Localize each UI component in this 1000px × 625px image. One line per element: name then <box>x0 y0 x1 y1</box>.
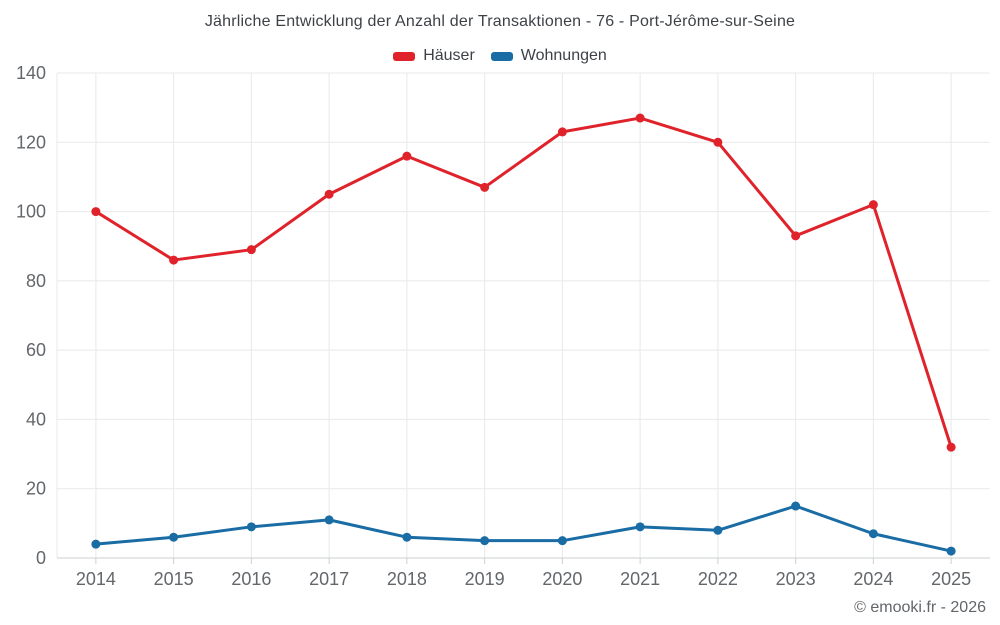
data-point-häuser-2023[interactable] <box>791 231 801 241</box>
data-point-wohnungen-2015[interactable] <box>169 532 179 542</box>
data-point-wohnungen-2024[interactable] <box>868 529 878 539</box>
data-point-häuser-2024[interactable] <box>868 200 878 210</box>
x-axis-tick-label: 2018 <box>387 569 427 589</box>
x-axis-tick-label: 2017 <box>309 569 349 589</box>
data-point-wohnungen-2014[interactable] <box>91 539 101 549</box>
data-point-häuser-2015[interactable] <box>169 255 179 265</box>
y-axis-tick-label: 40 <box>26 409 46 429</box>
x-axis-tick-label: 2024 <box>853 569 893 589</box>
y-axis-tick-label: 20 <box>26 479 46 499</box>
data-point-wohnungen-2021[interactable] <box>635 522 645 532</box>
data-point-häuser-2020[interactable] <box>557 127 567 137</box>
legend-swatch-haeuser <box>393 51 416 61</box>
series-line-häuser <box>94 116 953 449</box>
data-point-häuser-2014[interactable] <box>91 207 101 217</box>
legend-swatch-wohnungen <box>490 51 513 61</box>
y-axis-tick-label: 0 <box>36 548 46 568</box>
x-axis-tick-label: 2021 <box>620 569 660 589</box>
chart-title: Jährliche Entwicklung der Anzahl der Tra… <box>204 13 796 30</box>
y-axis-tick-label: 60 <box>26 340 46 360</box>
x-axis-tick-label: 2023 <box>776 569 816 589</box>
y-axis-tick-label: 120 <box>16 132 46 152</box>
y-axis-tick-label: 140 <box>16 63 46 83</box>
data-point-wohnungen-2022[interactable] <box>713 525 723 535</box>
data-point-wohnungen-2019[interactable] <box>480 536 490 546</box>
chart-legend: Häuser Wohnungen <box>0 47 1000 65</box>
legend-label-haeuser: Häuser <box>423 47 475 64</box>
legend-item-haeuser[interactable]: Häuser <box>393 47 475 65</box>
series-line-wohnungen <box>94 504 953 553</box>
x-axis-tick-label: 2016 <box>231 569 271 589</box>
data-point-wohnungen-2016[interactable] <box>246 522 256 532</box>
data-point-wohnungen-2023[interactable] <box>791 501 801 511</box>
x-axis-tick-label: 2014 <box>76 569 116 589</box>
y-axis-tick-label: 100 <box>16 202 46 222</box>
data-point-häuser-2019[interactable] <box>480 182 490 192</box>
x-axis-tick-label: 2022 <box>698 569 738 589</box>
data-point-häuser-2021[interactable] <box>635 113 645 123</box>
data-point-wohnungen-2025[interactable] <box>946 546 956 556</box>
data-point-wohnungen-2018[interactable] <box>402 532 412 542</box>
legend-item-wohnungen[interactable]: Wohnungen <box>490 47 607 65</box>
legend-label-wohnungen: Wohnungen <box>520 47 607 64</box>
x-axis-tick-label: 2019 <box>465 569 505 589</box>
data-point-wohnungen-2017[interactable] <box>324 515 334 525</box>
data-point-häuser-2025[interactable] <box>946 442 956 452</box>
x-axis-tick-label: 2020 <box>542 569 582 589</box>
data-point-wohnungen-2020[interactable] <box>557 536 567 546</box>
copyright-footer: © emooki.fr - 2026 <box>854 599 986 616</box>
data-point-häuser-2017[interactable] <box>324 189 334 199</box>
x-axis-tick-label: 2025 <box>931 569 971 589</box>
x-axis-tick-label: 2015 <box>154 569 194 589</box>
data-point-häuser-2016[interactable] <box>246 245 256 255</box>
data-point-häuser-2022[interactable] <box>713 137 723 147</box>
y-axis-tick-label: 80 <box>26 271 46 291</box>
data-point-häuser-2018[interactable] <box>402 151 412 161</box>
